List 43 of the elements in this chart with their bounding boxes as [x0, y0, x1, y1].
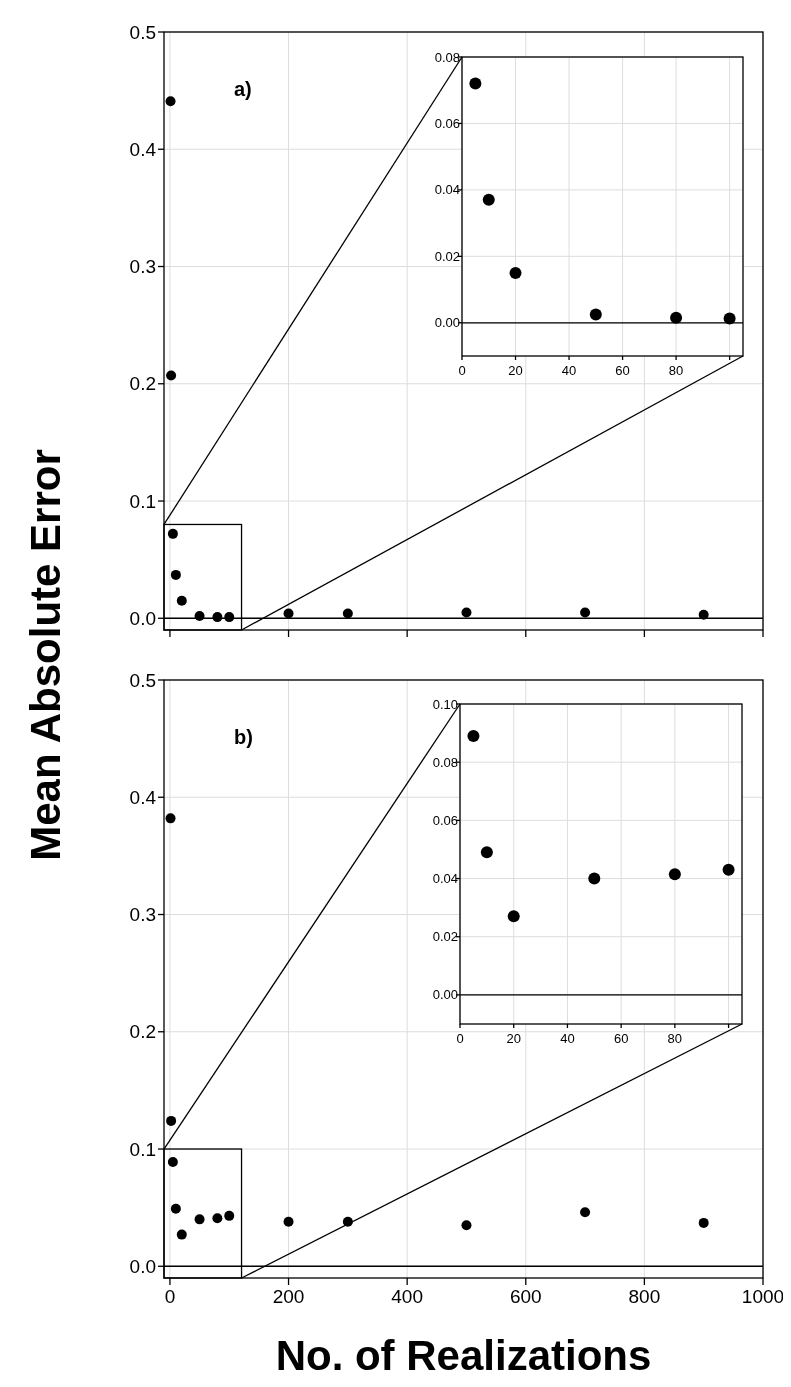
y-tick-label: 0.1 [129, 1138, 156, 1160]
x-tick-label: 200 [272, 1286, 305, 1307]
x-tick-label: 0 [458, 363, 466, 378]
x-axis-title: No. of Realizations [275, 1332, 652, 1379]
y-tick-label: 0.02 [434, 248, 460, 264]
y-tick-label: 0.5 [129, 21, 156, 43]
x-tick-label: 80 [667, 1031, 683, 1046]
y-tick-label: 0.06 [434, 115, 460, 131]
y-tick-label: 0.0 [129, 1255, 156, 1277]
x-tick-label: 60 [615, 363, 630, 378]
y-tick-label: 0.02 [432, 929, 458, 945]
x-tick-label: 400 [391, 1286, 424, 1307]
y-tick-label: 0.2 [129, 373, 156, 395]
y-tick-label: 0.08 [432, 754, 458, 770]
y-tick-label: 0.06 [432, 812, 458, 828]
x-tick-label: 80 [668, 363, 684, 378]
x-tick-label: 20 [508, 363, 523, 378]
y-tick-label: 0.04 [434, 182, 460, 198]
x-tick-label: 0 [456, 1031, 464, 1046]
x-tick-label: 600 [509, 1286, 542, 1307]
y-tick-label: 0.3 [129, 904, 156, 926]
x-tick-label: 60 [613, 1031, 629, 1046]
x-tick-label: 800 [628, 1286, 661, 1307]
y-tick-label: 0.4 [129, 786, 157, 808]
x-tick-label: 40 [560, 1031, 575, 1046]
y-tick-label: 0.5 [129, 669, 156, 691]
y-tick-label: 0.4 [129, 138, 157, 160]
y-tick-label: 0.04 [432, 871, 458, 887]
annotation: a) [234, 78, 252, 100]
y-tick-label: 0.1 [129, 490, 156, 512]
y-tick-label: 0.0 [129, 607, 156, 629]
y-tick-label: 0.00 [434, 315, 460, 331]
y-tick-label: 0.2 [129, 1021, 156, 1043]
y-tick-label: 0.3 [129, 256, 156, 278]
annotation: b) [234, 726, 253, 748]
y-tick-label: 0.00 [432, 987, 458, 1003]
y-axis-title: Mean Absolute Error [22, 449, 69, 861]
x-tick-label: 1000 [741, 1286, 785, 1307]
y-tick-label: 0.10 [432, 696, 458, 712]
x-tick-label: 20 [506, 1031, 521, 1046]
y-tick-label: 0.08 [434, 49, 460, 65]
x-tick-label: 0 [164, 1286, 176, 1307]
x-tick-label: 40 [561, 363, 577, 378]
